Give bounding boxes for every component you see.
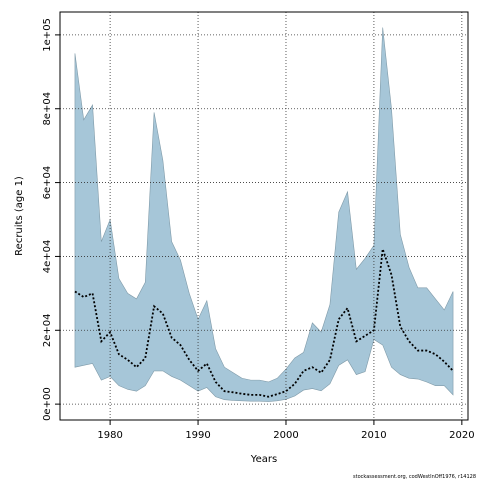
y-tick-label: 6e+04 xyxy=(42,166,53,200)
y-tick-label: 2e+04 xyxy=(42,313,53,347)
x-tick-label: 2010 xyxy=(361,430,386,441)
y-tick-label: 4e+04 xyxy=(42,240,53,274)
y-tick-label: 1e+05 xyxy=(42,18,53,52)
plot-frame xyxy=(59,11,469,421)
x-tick-label: 1980 xyxy=(97,430,122,441)
x-axis-label: Years xyxy=(250,454,277,465)
y-tick-label: 0e+00 xyxy=(42,387,53,421)
confidence-band xyxy=(74,27,454,402)
x-tick-label: 1990 xyxy=(185,430,210,441)
y-tick-label: 8e+04 xyxy=(42,92,53,126)
x-tick-label: 2000 xyxy=(273,430,298,441)
footnote: stockassessment.org, codWestInOff1976, r… xyxy=(353,474,476,480)
x-tick-label: 2020 xyxy=(449,430,474,441)
median-line xyxy=(74,248,454,398)
y-axis-label: Recruits (age 1) xyxy=(14,176,25,256)
